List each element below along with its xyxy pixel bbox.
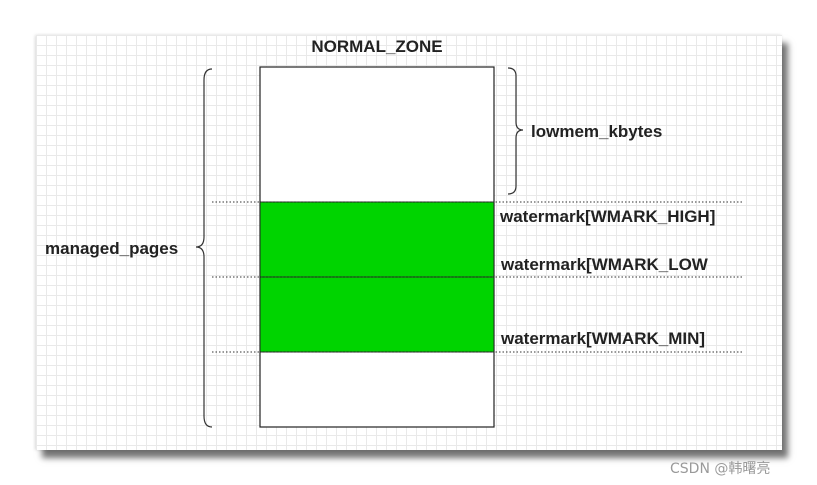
managed-pages-brace [195, 68, 213, 428]
source-watermark: CSDN @韩曙亮 [670, 461, 771, 477]
lowmem-kbytes-brace [507, 67, 524, 195]
lowmem-kbytes-label: lowmem_kbytes [531, 122, 662, 141]
wmark-low-label: watermark[WMARK_LOW [500, 255, 709, 274]
zone-title: NORMAL_ZONE [311, 37, 442, 56]
wmark-high-label: watermark[WMARK_HIGH] [499, 207, 715, 226]
managed-pages-label: managed_pages [45, 239, 178, 258]
watermark-region-high-low [259, 201, 495, 278]
watermark-region-low-min [259, 276, 495, 353]
wmark-min-label: watermark[WMARK_MIN] [500, 329, 705, 348]
